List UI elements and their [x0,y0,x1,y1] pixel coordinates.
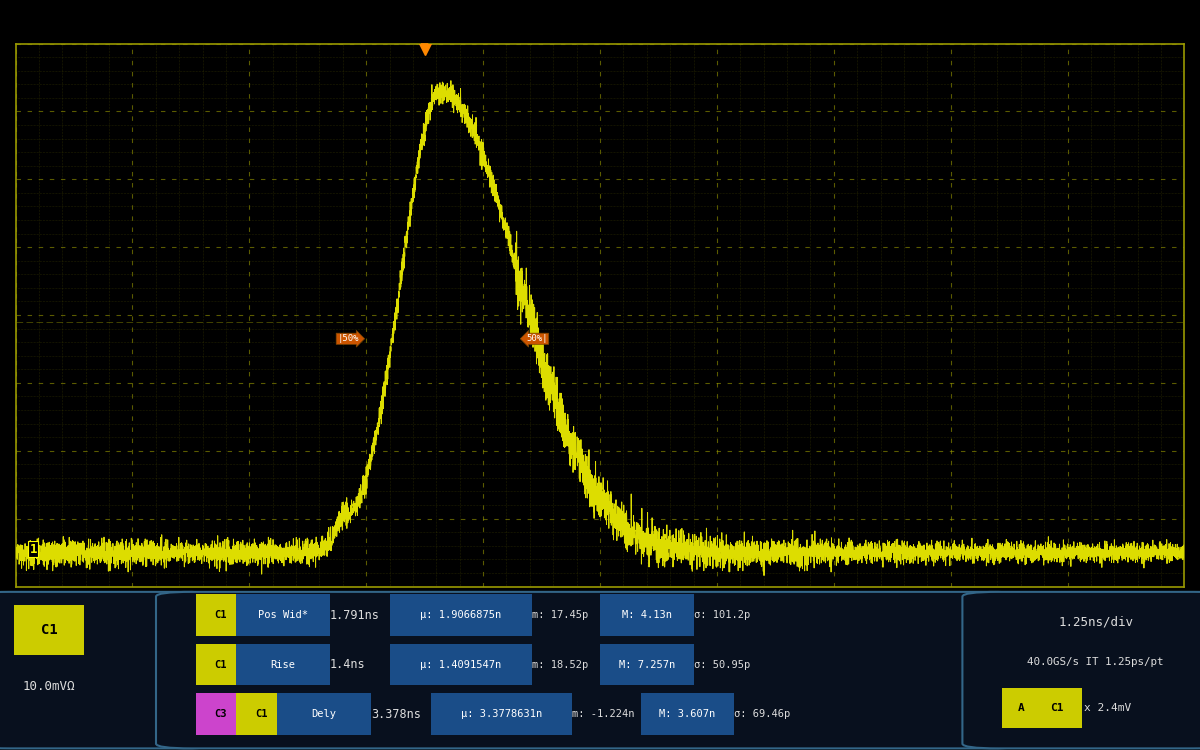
Text: C1: C1 [256,709,268,719]
Text: 10.0mVΩ: 10.0mVΩ [23,680,76,692]
Text: m: 18.52p: m: 18.52p [532,659,588,670]
FancyBboxPatch shape [14,605,84,655]
Text: M: 3.607n: M: 3.607n [660,709,715,719]
FancyBboxPatch shape [236,594,330,636]
Text: M: 7.257n: M: 7.257n [619,659,674,670]
FancyBboxPatch shape [1002,688,1040,728]
FancyBboxPatch shape [390,594,532,636]
Text: σ: 69.46p: σ: 69.46p [734,709,791,719]
Text: A: A [1018,704,1025,713]
FancyBboxPatch shape [1032,688,1082,728]
Text: x 2.4mV: x 2.4mV [1084,704,1130,713]
Text: C1: C1 [1050,704,1064,713]
Text: Rise: Rise [271,659,295,670]
Text: Dely: Dely [312,709,336,719]
Text: 1.25ns/div: 1.25ns/div [1058,616,1133,628]
Text: 1.4ns: 1.4ns [330,658,366,671]
FancyBboxPatch shape [641,693,734,735]
Text: m: 17.45p: m: 17.45p [532,610,588,620]
FancyBboxPatch shape [600,644,694,686]
Text: C1: C1 [215,659,227,670]
Text: μ: 1.9066875n: μ: 1.9066875n [420,610,502,620]
Text: m: -1.224n: m: -1.224n [572,709,635,719]
FancyBboxPatch shape [196,693,246,735]
FancyBboxPatch shape [156,592,1026,748]
FancyBboxPatch shape [196,594,246,636]
FancyBboxPatch shape [600,594,694,636]
Text: μ: 3.3778631n: μ: 3.3778631n [461,709,542,719]
Text: Pos Wid*: Pos Wid* [258,610,308,620]
Text: C1: C1 [215,610,227,620]
FancyBboxPatch shape [236,644,330,686]
Text: 50%|: 50%| [526,334,547,344]
FancyBboxPatch shape [431,693,572,735]
FancyBboxPatch shape [277,693,371,735]
Text: |50%: |50% [337,334,359,344]
FancyBboxPatch shape [962,592,1200,748]
Text: μ: 1.4091547n: μ: 1.4091547n [420,659,502,670]
FancyBboxPatch shape [196,644,246,686]
Text: 3.378ns: 3.378ns [371,707,421,721]
Text: σ: 50.95p: σ: 50.95p [694,659,750,670]
FancyBboxPatch shape [0,592,220,748]
Text: 40.0GS/s IT 1.25ps/pt: 40.0GS/s IT 1.25ps/pt [1027,657,1164,668]
FancyBboxPatch shape [390,644,532,686]
Text: M: 4.13n: M: 4.13n [622,610,672,620]
Text: C3: C3 [215,709,227,719]
Text: 1: 1 [30,543,37,556]
Text: σ: 101.2p: σ: 101.2p [694,610,750,620]
Text: C1: C1 [41,623,58,638]
Text: 1.791ns: 1.791ns [330,608,380,622]
FancyBboxPatch shape [236,693,287,735]
